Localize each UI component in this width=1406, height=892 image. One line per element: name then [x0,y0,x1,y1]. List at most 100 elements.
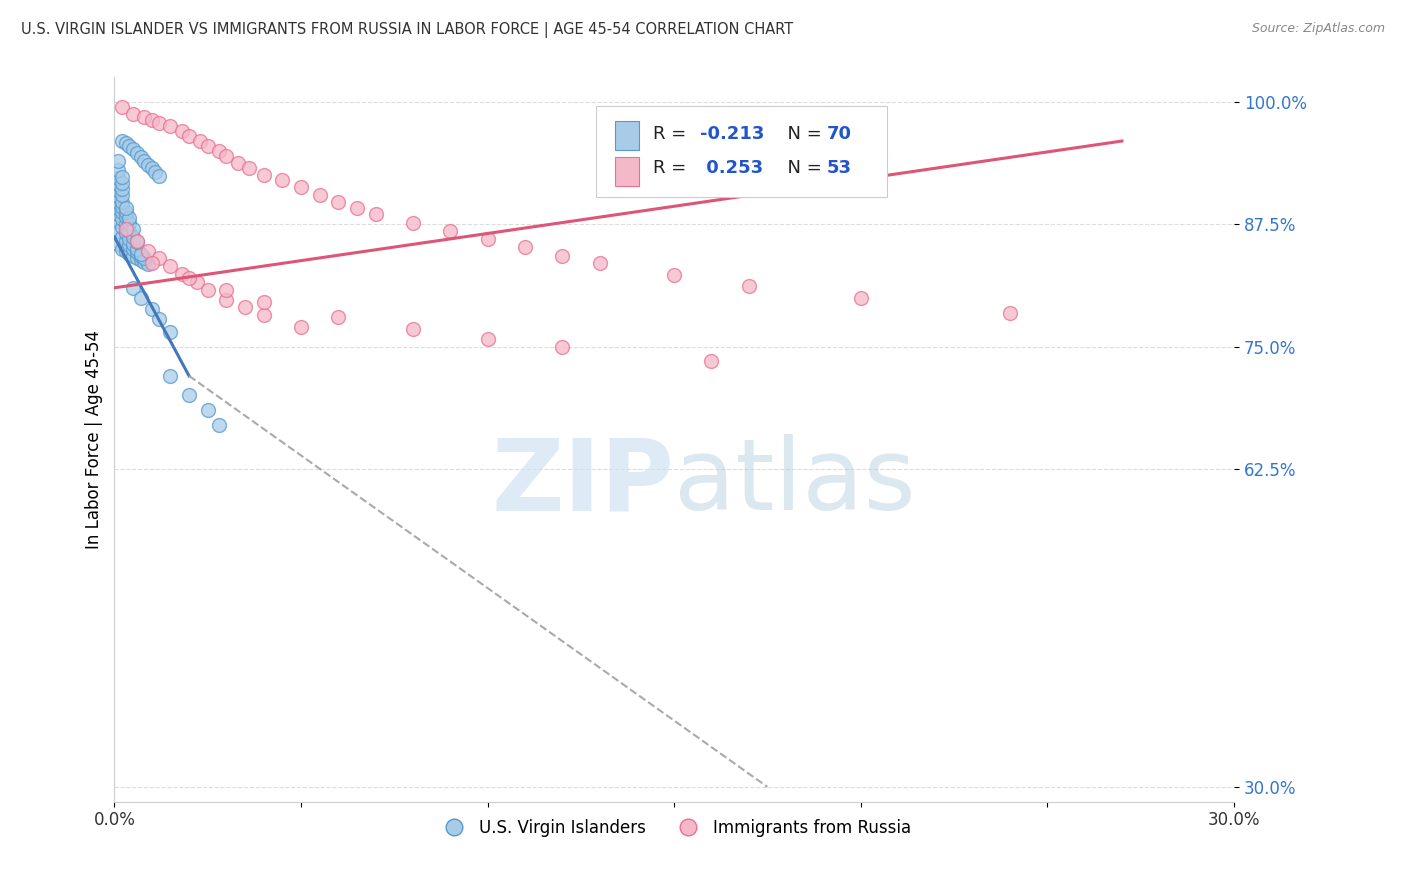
Point [551,340,574,354]
Point [111,100,134,114]
Point [122,248,145,262]
Point [551,248,574,262]
Point [111,134,134,148]
Point [107,201,129,215]
Point [148,169,170,184]
Y-axis label: In Labor Force | Age 45-54: In Labor Force | Age 45-54 [86,330,103,549]
Point [233,301,256,315]
Text: N =: N = [776,125,828,143]
Point [290,180,312,194]
Point [114,211,136,225]
Point [998,306,1021,320]
Point [238,161,260,176]
Point [253,169,276,183]
Point [208,417,231,432]
Point [364,207,387,221]
Point [122,281,145,295]
Point [122,142,145,156]
Point [118,224,141,238]
Point [107,194,129,209]
Point [477,232,499,246]
Text: -0.213: -0.213 [700,125,765,143]
Text: 70: 70 [827,125,852,143]
Point [111,187,134,202]
Point [662,268,685,282]
Point [159,325,181,339]
FancyBboxPatch shape [596,106,887,197]
Text: Source: ZipAtlas.com: Source: ZipAtlas.com [1251,22,1385,36]
Point [129,246,152,260]
Point [118,139,141,153]
Point [141,161,163,176]
Legend: U.S. Virgin Islanders, Immigrants from Russia: U.S. Virgin Islanders, Immigrants from R… [430,813,918,844]
Point [111,194,134,209]
Point [107,177,129,191]
Point [148,116,170,130]
Text: 53: 53 [827,160,852,178]
Point [402,322,425,336]
Point [346,201,368,215]
Point [159,120,181,134]
Point [129,253,152,268]
Point [111,242,134,256]
Point [141,256,163,270]
Point [145,165,167,179]
Text: 0.253: 0.253 [700,160,763,178]
Point [513,240,536,254]
Point [125,244,148,259]
Point [159,260,181,274]
Point [700,354,723,368]
Point [114,201,136,215]
Point [186,275,208,289]
Text: R =: R = [652,160,692,178]
Point [177,388,200,402]
Point [111,204,134,219]
Point [125,145,148,160]
Point [114,222,136,236]
Point [134,255,156,269]
Point [129,248,152,262]
Point [107,171,129,186]
Point [197,403,219,417]
Point [107,214,129,228]
Point [253,294,276,309]
Point [111,212,134,227]
Point [271,173,294,187]
Point [134,153,156,168]
Point [134,110,156,124]
Point [122,236,145,251]
Point [107,153,129,168]
Point [122,106,145,120]
Point [118,232,141,246]
Point [170,124,193,138]
Point [125,252,148,266]
Text: ZIP: ZIP [491,434,673,532]
Text: atlas: atlas [673,434,915,532]
Point [114,136,136,150]
Point [141,302,163,317]
Point [148,312,170,326]
Point [588,256,610,270]
Point [111,220,134,235]
Point [118,237,141,252]
Point [738,278,761,293]
Point [111,170,134,185]
Point [129,291,152,305]
Point [308,187,330,202]
Point [111,200,134,214]
Point [134,252,156,266]
Point [177,129,200,144]
Point [122,222,145,236]
Point [215,293,238,307]
Point [328,194,350,209]
Point [122,242,145,256]
Point [125,242,148,256]
Bar [614,121,640,150]
Point [136,157,159,171]
Point [114,217,136,231]
Point [114,226,136,240]
Point [188,134,211,148]
Point [402,216,425,230]
Point [215,149,238,163]
Point [141,112,163,127]
